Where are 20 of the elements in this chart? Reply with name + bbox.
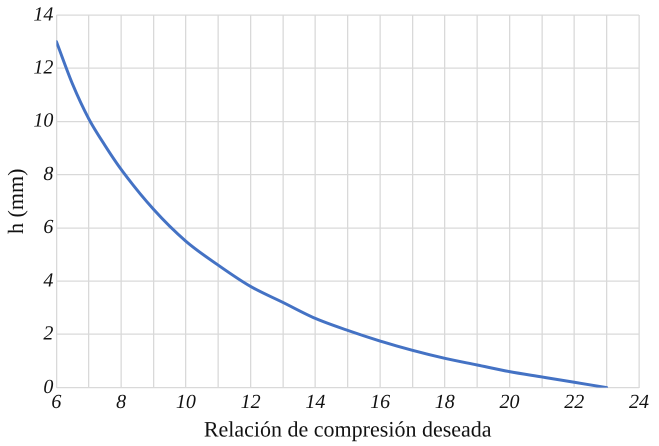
y-tick-label: 8 [43, 162, 54, 185]
x-tick-label: 20 [500, 390, 520, 413]
x-axis-title: Relación de compresión deseada [204, 416, 492, 442]
x-tick-label: 10 [176, 390, 196, 413]
x-tick-label: 8 [116, 390, 126, 413]
x-tick-label: 22 [564, 390, 584, 413]
y-tick-label: 10 [33, 110, 54, 132]
y-tick-label: 14 [33, 3, 54, 26]
y-tick-label: 12 [33, 56, 54, 78]
line-series [56, 40, 608, 388]
x-tick-label: 18 [434, 390, 455, 413]
y-axis-title: h (mm) [2, 168, 28, 234]
y-tick-label: 0 [43, 376, 54, 398]
x-tick-label: 16 [370, 390, 390, 413]
y-tick-label: 2 [43, 322, 54, 345]
x-tick-label: 14 [305, 390, 326, 413]
y-tick-label: 6 [43, 216, 54, 238]
y-tick-label: 4 [43, 269, 54, 292]
x-tick-label: 12 [240, 390, 261, 413]
x-tick-label: 24 [629, 390, 649, 413]
